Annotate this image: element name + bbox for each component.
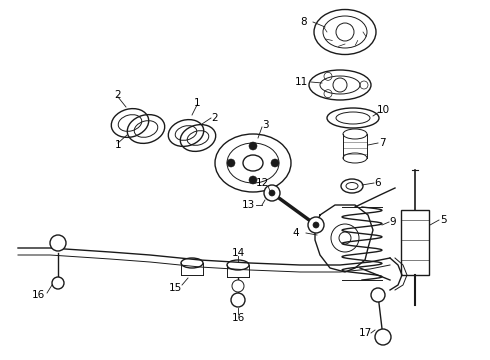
Text: 9: 9	[390, 217, 396, 227]
Text: 11: 11	[294, 77, 308, 87]
Circle shape	[271, 159, 279, 167]
Text: 4: 4	[293, 228, 299, 238]
Circle shape	[313, 222, 319, 228]
Circle shape	[308, 217, 324, 233]
Text: 14: 14	[231, 248, 245, 258]
Circle shape	[249, 142, 257, 150]
Circle shape	[227, 159, 235, 167]
Text: 12: 12	[255, 178, 269, 188]
Text: 17: 17	[358, 328, 371, 338]
Circle shape	[231, 293, 245, 307]
Text: 8: 8	[301, 17, 307, 27]
Circle shape	[52, 277, 64, 289]
Text: 1: 1	[115, 140, 122, 150]
Bar	[401, 210, 429, 275]
Text: 5: 5	[440, 215, 446, 225]
Text: 2: 2	[115, 90, 122, 100]
Text: 6: 6	[375, 178, 381, 188]
Circle shape	[371, 288, 385, 302]
Text: 13: 13	[242, 200, 255, 210]
Circle shape	[249, 176, 257, 184]
Text: 16: 16	[231, 313, 245, 323]
Text: 10: 10	[376, 105, 390, 115]
Circle shape	[232, 280, 244, 292]
Circle shape	[375, 329, 391, 345]
Circle shape	[50, 235, 66, 251]
Text: 16: 16	[31, 290, 45, 300]
Text: 15: 15	[169, 283, 182, 293]
Text: 3: 3	[262, 120, 269, 130]
Text: 2: 2	[212, 113, 219, 123]
Circle shape	[269, 190, 275, 196]
Text: 7: 7	[379, 138, 385, 148]
Circle shape	[264, 185, 280, 201]
Text: 1: 1	[194, 98, 200, 108]
